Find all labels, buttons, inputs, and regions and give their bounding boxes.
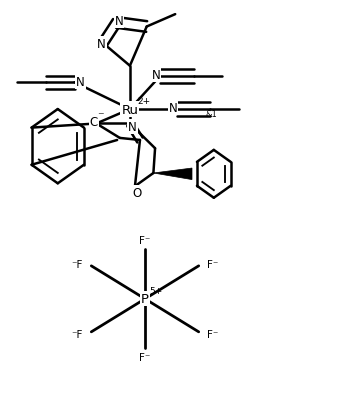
Text: &1: &1 (206, 110, 217, 119)
Text: F⁻: F⁻ (139, 236, 151, 246)
Text: ⁻F: ⁻F (71, 259, 83, 269)
Text: N: N (115, 15, 124, 28)
Text: F⁻: F⁻ (139, 353, 151, 363)
Text: N: N (152, 69, 160, 82)
Text: N: N (76, 76, 85, 89)
Text: 2+: 2+ (137, 97, 151, 106)
Text: N: N (168, 102, 177, 115)
Text: 5+: 5+ (149, 286, 162, 295)
Text: ⁻: ⁻ (97, 109, 104, 122)
Text: C: C (90, 116, 98, 128)
Text: N: N (128, 121, 137, 134)
Polygon shape (153, 169, 192, 180)
Text: Ru: Ru (121, 103, 139, 116)
Text: ⁻F: ⁻F (71, 329, 83, 339)
Text: P: P (141, 293, 149, 306)
Text: O: O (132, 186, 141, 199)
Text: F⁻: F⁻ (207, 259, 218, 269)
Text: F⁻: F⁻ (207, 329, 218, 339)
Text: N: N (97, 38, 106, 50)
